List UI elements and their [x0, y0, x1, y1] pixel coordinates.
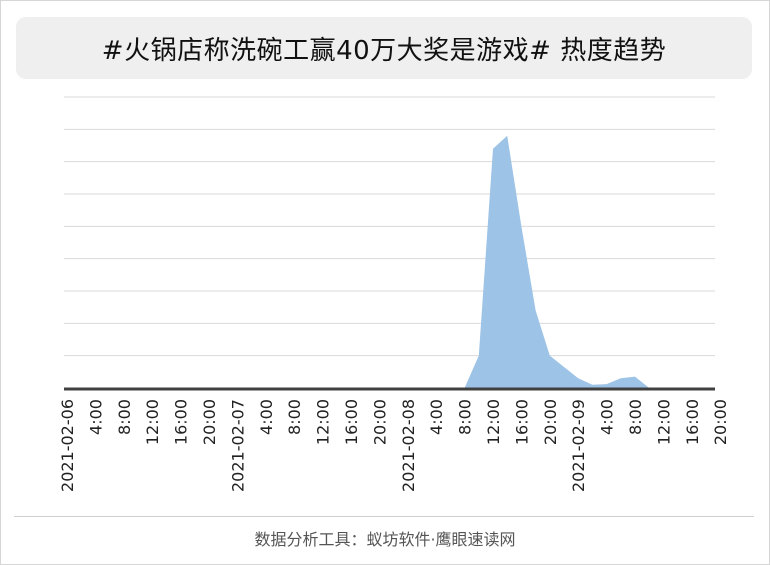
x-tick-label: 2021-02-07	[228, 399, 247, 492]
area-series-0	[67, 135, 735, 388]
x-tick-label: 20:00	[200, 399, 219, 445]
x-tick-label: 12:00	[314, 399, 333, 445]
x-tick-label: 16:00	[512, 399, 531, 445]
title-banner: #火锅店称洗碗工赢40万大奖是游戏# 热度趋势	[16, 17, 752, 79]
x-tick-label: 20:00	[541, 399, 560, 445]
grid-lines	[64, 96, 715, 389]
x-tick-label: 20:00	[711, 399, 730, 445]
x-tick-label: 12:00	[484, 399, 503, 445]
x-tick-label: 4:00	[427, 399, 446, 435]
x-tick-label: 16:00	[683, 399, 702, 445]
x-tick-label: 2021-02-06	[58, 399, 77, 492]
footer-source: 数据分析工具：蚁坊软件·鹰眼速读网	[254, 530, 516, 549]
x-tick-label: 4:00	[598, 399, 617, 435]
x-tick-label: 8:00	[626, 399, 645, 435]
page-title: #火锅店称洗碗工赢40万大奖是游戏# 热度趋势	[101, 35, 667, 66]
x-tick-label: 8:00	[115, 399, 134, 435]
x-tick-label: 16:00	[172, 399, 191, 445]
x-tick-label: 12:00	[143, 399, 162, 445]
x-tick-label: 8:00	[285, 399, 304, 435]
x-tick-label: 4:00	[257, 399, 276, 435]
x-tick-label: 4:00	[86, 399, 105, 435]
x-tick-labels: 2021-02-06 4:00 8:00 12:00 16:00 20:00 2021-02…	[58, 399, 730, 492]
x-tick-label: 16:00	[342, 399, 361, 445]
x-tick-label: 2021-02-08	[399, 399, 418, 492]
x-tick-label: 8:00	[456, 399, 475, 435]
footer-divider	[14, 516, 754, 517]
area-series	[67, 135, 735, 388]
x-tick-label: 20:00	[370, 399, 389, 445]
x-tick-label: 2021-02-09	[569, 399, 588, 492]
x-tick-label: 12:00	[654, 399, 673, 445]
